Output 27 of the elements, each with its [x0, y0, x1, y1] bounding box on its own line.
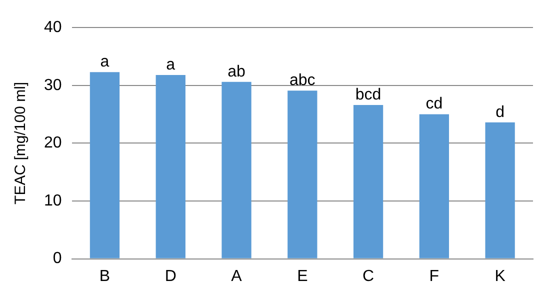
x-tick-label: B [99, 268, 110, 285]
annotation: a [166, 56, 176, 74]
annotation: abc [290, 72, 316, 90]
y-axis-title: TEAC [mg/100 ml] [12, 82, 30, 204]
annotation: ab [228, 63, 246, 80]
bar [90, 72, 120, 258]
bar [222, 82, 252, 258]
y-tick-label: 10 [44, 192, 62, 210]
annotation: bcd [355, 86, 382, 104]
x-tick-label: A [231, 268, 242, 285]
x-tick-label: D [164, 268, 176, 285]
bar [485, 122, 515, 258]
y-tick-label: 40 [44, 19, 62, 36]
y-tick-label: 0 [52, 250, 62, 268]
x-tick-label: K [494, 268, 506, 285]
bar [288, 90, 318, 258]
y-tick-label: 20 [44, 134, 62, 152]
annotation: a [100, 54, 110, 71]
annotation: d [496, 104, 505, 121]
x-tick-label: C [362, 268, 374, 285]
x-tick-label: F [429, 268, 440, 285]
bar [353, 105, 384, 258]
annotation: cd [426, 96, 443, 113]
bar [419, 114, 449, 258]
y-tick-label: 30 [44, 76, 62, 94]
bar [156, 74, 186, 258]
x-tick-label: E [297, 268, 308, 285]
